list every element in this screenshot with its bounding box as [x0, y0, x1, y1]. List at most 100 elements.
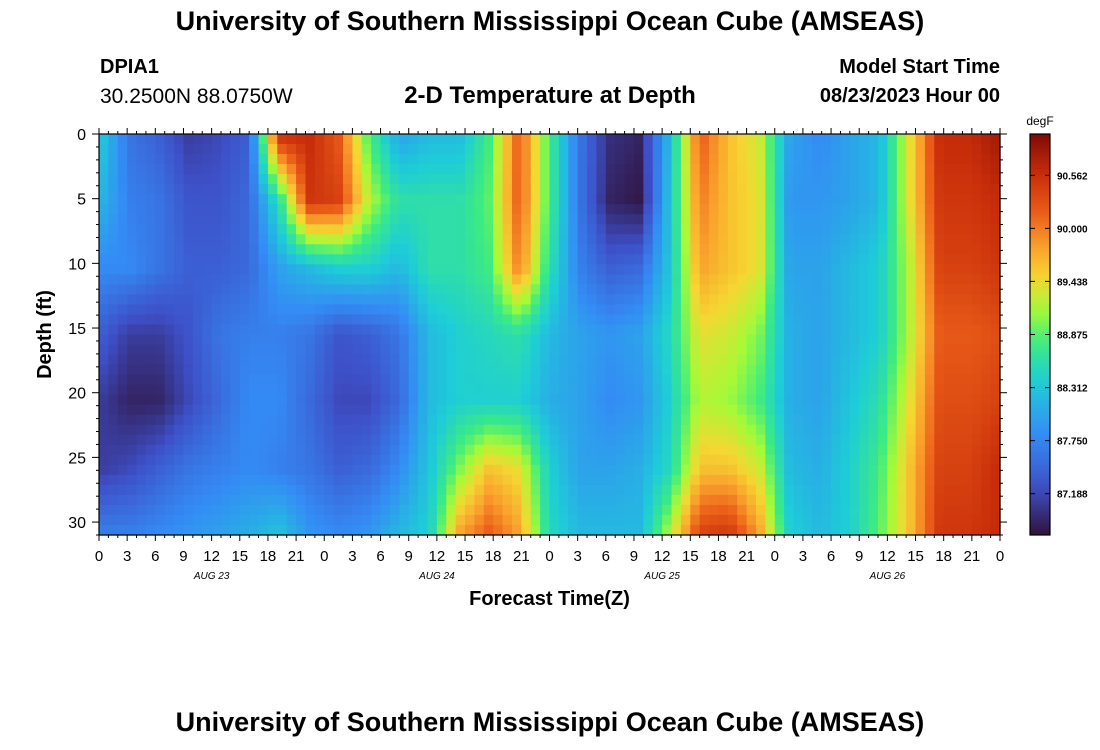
heatmap-cell — [305, 164, 316, 175]
heatmap-cell — [953, 364, 964, 376]
heatmap-cell — [896, 264, 907, 275]
heatmap-cell — [221, 234, 231, 245]
heatmap-cell — [145, 444, 156, 456]
heatmap-cell — [727, 504, 738, 516]
heatmap-cell — [793, 334, 804, 346]
heatmap-cell — [258, 344, 269, 356]
heatmap-cell — [990, 424, 1001, 436]
heatmap-cell — [305, 294, 316, 306]
heatmap-cell — [577, 434, 588, 446]
heatmap-cell — [962, 284, 973, 296]
heatmap-cell — [680, 264, 691, 275]
heatmap-cell — [249, 254, 260, 265]
heatmap-cell — [709, 384, 720, 396]
heatmap-cell — [399, 274, 410, 285]
heatmap-cell — [587, 384, 598, 396]
heatmap-cell — [371, 144, 382, 155]
heatmap-cell — [831, 164, 842, 175]
heatmap-cell — [587, 474, 598, 486]
heatmap-cell — [389, 174, 400, 185]
heatmap-cell — [343, 474, 354, 486]
heatmap-cell — [174, 284, 185, 296]
heatmap-cell — [446, 214, 457, 225]
heatmap-cell — [436, 214, 447, 225]
heatmap-cell — [380, 184, 391, 195]
heatmap-cell — [305, 134, 316, 145]
heatmap-cell — [174, 344, 185, 356]
heatmap-cell — [277, 354, 288, 366]
heatmap-cell — [943, 344, 954, 356]
heatmap-cell — [192, 454, 203, 466]
heatmap-cell — [877, 474, 888, 486]
heatmap-cell — [765, 354, 776, 366]
heatmap-cell — [981, 214, 992, 225]
heatmap-cell — [737, 154, 748, 165]
heatmap-cell — [418, 174, 429, 185]
heatmap-cell — [164, 164, 175, 175]
heatmap-cell — [831, 134, 842, 145]
heatmap-cell — [943, 444, 954, 456]
heatmap-cell — [662, 414, 673, 426]
heatmap-cell — [493, 514, 504, 526]
heatmap-cell — [305, 254, 316, 265]
heatmap-cell — [99, 294, 109, 306]
heatmap-cell — [896, 244, 907, 255]
heatmap-cell — [108, 164, 119, 175]
heatmap-cell — [455, 214, 466, 225]
heatmap-cell — [662, 444, 673, 456]
heatmap-cell — [643, 424, 654, 436]
heatmap-cell — [474, 244, 485, 255]
heatmap-cell — [577, 354, 588, 366]
heatmap-cell — [915, 394, 926, 406]
heatmap-cell — [164, 304, 175, 316]
heatmap-cell — [127, 204, 138, 215]
heatmap-cell — [652, 304, 663, 316]
heatmap-cell — [943, 214, 954, 225]
heatmap-cell — [934, 284, 945, 296]
heatmap-cell — [530, 164, 541, 175]
heatmap-cell — [746, 174, 757, 185]
heatmap-cell — [249, 214, 260, 225]
heatmap-cell — [277, 484, 288, 496]
heatmap-cell — [530, 444, 541, 456]
heatmap-cell — [671, 224, 682, 235]
heatmap-cell — [502, 454, 513, 466]
heatmap-cell — [371, 234, 382, 245]
heatmap-cell — [971, 314, 982, 326]
heatmap-cell — [549, 204, 560, 215]
heatmap-cell — [145, 204, 156, 215]
heatmap-cell — [389, 384, 400, 396]
heatmap-cell — [774, 224, 785, 235]
heatmap-cell — [774, 484, 785, 496]
heatmap-cell — [511, 194, 522, 205]
heatmap-cell — [718, 474, 729, 486]
heatmap-cell — [831, 334, 842, 346]
heatmap-cell — [540, 494, 551, 506]
heatmap-cell — [99, 284, 109, 296]
heatmap-cell — [465, 184, 476, 195]
model-start-value: 08/23/2023 Hour 00 — [819, 85, 1000, 107]
heatmap-cell — [784, 314, 795, 326]
heatmap-cell — [436, 284, 447, 296]
heatmap-cell — [662, 344, 673, 356]
heatmap-cell — [624, 244, 635, 255]
heatmap-cell — [371, 334, 382, 346]
heatmap-cell — [652, 424, 663, 436]
heatmap-cell — [577, 404, 588, 416]
heatmap-cell — [296, 144, 307, 155]
heatmap-cell — [436, 374, 447, 386]
heatmap-cell — [427, 224, 438, 235]
heatmap-cell — [709, 144, 720, 155]
heatmap-cell — [812, 134, 823, 145]
heatmap-cell — [690, 284, 701, 296]
heatmap-cell — [981, 414, 992, 426]
heatmap-cell — [690, 264, 701, 275]
heatmap-cell — [521, 184, 532, 195]
heatmap-cell — [164, 254, 175, 265]
heatmap-cell — [530, 244, 541, 255]
heatmap-cell — [849, 304, 860, 316]
heatmap-cell — [849, 234, 860, 245]
heatmap-cell — [558, 334, 569, 346]
heatmap-cell — [380, 454, 391, 466]
heatmap-cell — [446, 524, 457, 536]
